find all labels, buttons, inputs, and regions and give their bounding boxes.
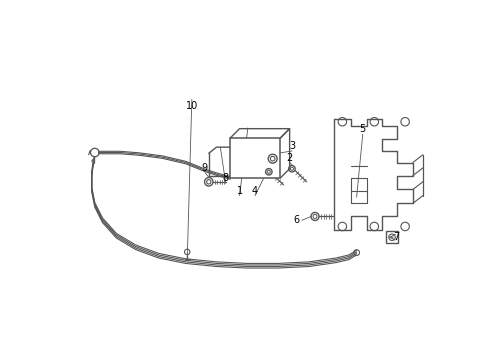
Text: 9: 9 [202,163,208,172]
Text: 3: 3 [289,141,295,151]
Text: 10: 10 [186,101,198,111]
Text: 4: 4 [252,186,258,195]
Text: 6: 6 [294,215,300,225]
Text: 7: 7 [393,232,400,242]
Text: 2: 2 [287,153,293,163]
Bar [386,231,398,243]
Bar [230,138,280,178]
Text: 5: 5 [360,124,366,134]
Text: 8: 8 [222,173,229,183]
Text: 1: 1 [237,186,243,195]
